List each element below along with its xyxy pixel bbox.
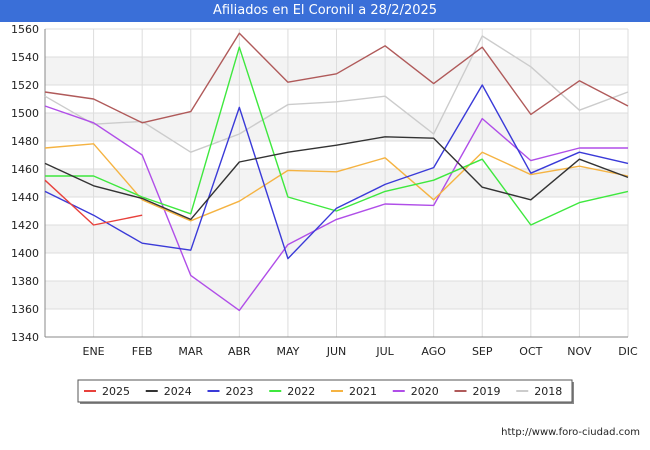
y-tick-label: 1400 [11, 247, 39, 260]
y-tick-label: 1440 [11, 191, 39, 204]
series-line-2021 [44, 143, 629, 222]
x-tick-label: DIC [618, 345, 638, 358]
y-tick-label: 1540 [11, 51, 39, 64]
series-line-2019 [44, 32, 629, 124]
legend-box [77, 379, 573, 403]
x-tick-label: FEB [132, 345, 153, 358]
x-tick-label: ABR [228, 345, 251, 358]
series-line-2022 [45, 46, 629, 226]
y-tick-label: 1500 [11, 107, 39, 120]
legend-label-2021: 2021 [349, 385, 377, 398]
y-tick-label: 1460 [11, 163, 39, 176]
series-line-2020 [44, 105, 628, 312]
x-tick-label: JUN [326, 345, 347, 358]
series-line-2024 [44, 136, 629, 221]
series-line-2025 [44, 179, 143, 226]
series-lines [44, 32, 629, 312]
legend-label-2019: 2019 [473, 385, 501, 398]
series-line-2018 [44, 35, 629, 153]
x-tick-label: JUL [375, 345, 394, 358]
y-tick-label: 1560 [11, 23, 39, 36]
y-tick-label: 1480 [11, 135, 39, 148]
x-tick-label: ENE [83, 345, 105, 358]
source-url: http://www.foro-ciudad.com [501, 427, 640, 438]
legend-label-2024: 2024 [164, 385, 192, 398]
y-tick-label: 1520 [11, 79, 39, 92]
legend-label-2023: 2023 [226, 385, 254, 398]
x-tick-label: OCT [519, 345, 542, 358]
y-tick-label: 1340 [11, 331, 39, 344]
legend-label-2020: 2020 [411, 385, 439, 398]
x-axis-ticks: ENE FEB MAR ABR MAY JUN JUL AGO SEP OCT NOV DIC [83, 345, 638, 358]
series-line-2023 [44, 84, 629, 260]
y-tick-label: 1360 [11, 303, 39, 316]
x-tick-label: MAR [178, 345, 203, 358]
y-tick-label: 1380 [11, 275, 39, 288]
legend-label-2018: 2018 [534, 385, 562, 398]
x-tick-label: MAY [276, 345, 299, 358]
legend-label-2025: 2025 [102, 385, 130, 398]
chart-title: Afiliados en El Coronil a 28/2/2025 [0, 0, 650, 22]
legend-label-2022: 2022 [287, 385, 315, 398]
x-tick-label: NOV [567, 345, 592, 358]
legend: 2025 2024 2023 2022 2021 2020 2019 2018 [77, 379, 574, 404]
y-tick-label: 1420 [11, 219, 39, 232]
y-axis-ticks: 1340 1360 1380 1400 1420 1440 1460 1480 1500 1520… [11, 23, 39, 344]
x-tick-label: AGO [421, 345, 446, 358]
x-tick-label: SEP [472, 345, 493, 358]
